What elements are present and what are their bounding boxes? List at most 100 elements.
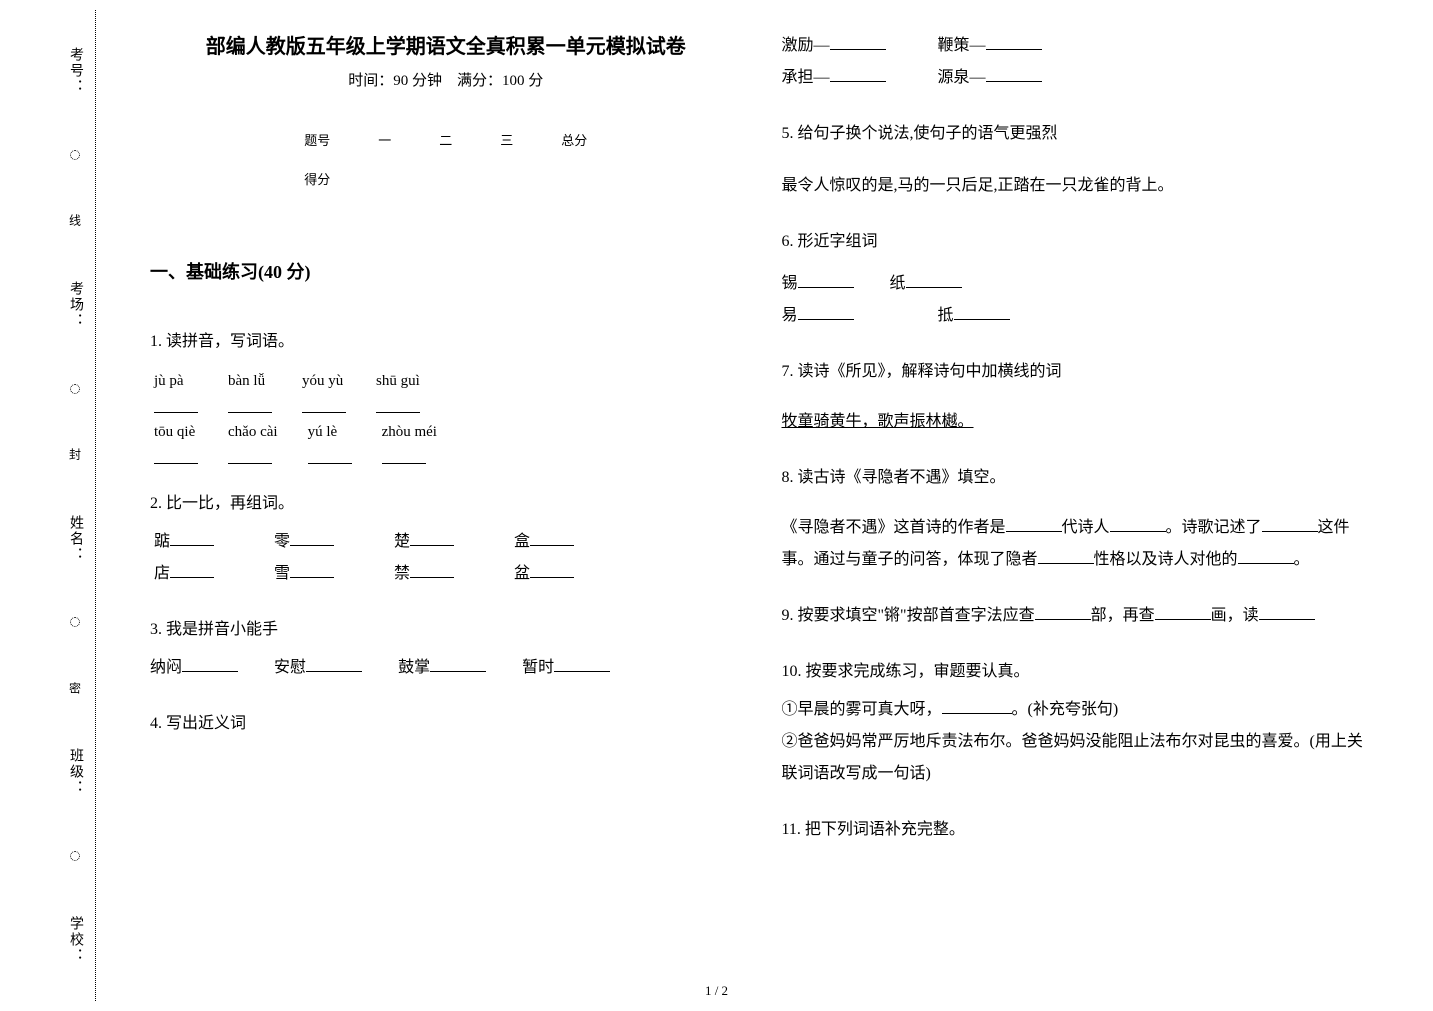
pinyin-text: tōu qiè: [154, 417, 195, 447]
word: 源泉—: [938, 69, 986, 86]
answer-blank: [1110, 516, 1166, 532]
text-fragment: 性格以及诗人对他的: [1094, 551, 1238, 568]
answer-blank: [154, 449, 198, 464]
pair-row: 踮 店 零 雪 楚 禁 盒 盆: [154, 526, 742, 590]
score-header: 题号: [280, 120, 354, 159]
pinyin-cell: yóu yù: [302, 366, 346, 413]
text-fragment: 代诗人: [1062, 519, 1110, 536]
question-line: ②爸爸妈妈常严厉地斥责法布尔。爸爸妈妈没能阻止法布尔对昆虫的喜爱。(用上关联词语…: [782, 726, 1374, 790]
pinyin-text: jù pà: [154, 366, 184, 396]
answer-blank: [290, 562, 334, 578]
answer-blank: [382, 449, 426, 464]
char-pair: 零 雪: [274, 526, 334, 590]
pinyin-cell: shū guì: [376, 366, 420, 413]
question-stem: 7. 读诗《所见》，解释诗句中加横线的词: [782, 356, 1374, 388]
answer-blank: [1259, 604, 1315, 620]
pinyin-text: shū guì: [376, 366, 420, 396]
answer-blank: [954, 304, 1010, 320]
pinyin-text: chǎo cài: [228, 417, 278, 447]
answer-blank: [830, 34, 886, 50]
fold-circle-icon: [70, 384, 80, 394]
question-6: 6. 形近字组词 锡 纸 易 抵: [782, 226, 1374, 332]
answer-blank: [530, 530, 574, 546]
binding-label: 考号：: [65, 47, 85, 95]
question-sentence: 最令人惊叹的是,马的一只后足,正踏在一只龙雀的背上。: [782, 170, 1374, 202]
score-header: 二: [415, 120, 476, 159]
answer-blank: [154, 398, 198, 413]
pinyin-cell: bàn lǚ: [228, 366, 272, 413]
text-fragment: 。: [1294, 551, 1310, 568]
answer-blank: [228, 449, 272, 464]
answer-blank: [798, 272, 854, 288]
exam-subtitle: 时间：90 分钟 满分：100 分: [150, 69, 742, 90]
score-cell: [415, 159, 476, 198]
answer-blank: [942, 698, 1012, 714]
fold-circle-icon: [70, 617, 80, 627]
char: 锡: [782, 275, 798, 292]
char: 零: [274, 533, 290, 550]
score-cell: [354, 159, 415, 198]
question-9: 9. 按要求填空"锵"按部首查字法应查部，再查画，读: [782, 600, 1374, 632]
answer-blank: [1035, 604, 1091, 620]
answer-blank: [182, 656, 238, 672]
binding-side-text: 线: [67, 214, 84, 226]
binding-label: 考场：: [65, 281, 85, 329]
text-fragment: 部，再查: [1091, 607, 1155, 624]
question-3: 3. 我是拼音小能手 纳闷 安慰 鼓掌 暂时: [150, 614, 742, 684]
word: 暂时: [522, 659, 554, 676]
answer-blank: [530, 562, 574, 578]
char: 盒: [514, 533, 530, 550]
answer-blank: [306, 656, 362, 672]
score-cell: [537, 159, 611, 198]
word: 承担—: [782, 69, 830, 86]
question-2: 2. 比一比，再组词。 踮 店 零 雪 楚 禁 盒: [150, 488, 742, 590]
answer-blank: [798, 304, 854, 320]
answer-blank: [1155, 604, 1211, 620]
word: 纳闷: [150, 659, 182, 676]
question-stem: 3. 我是拼音小能手: [150, 614, 742, 646]
question-5: 5. 给句子换个说法,使句子的语气更强烈 最令人惊叹的是,马的一只后足,正踏在一…: [782, 118, 1374, 202]
content-area: 部编人教版五年级上学期语文全真积累一单元模拟试卷 时间：90 分钟 满分：100…: [100, 0, 1433, 1011]
pinyin-text: yóu yù: [302, 366, 343, 396]
question-4-body: 激励— 鞭策— 承担— 源泉—: [782, 30, 1374, 94]
answer-blank: [430, 656, 486, 672]
pinyin-text: yú lè: [308, 417, 338, 447]
char: 店: [154, 565, 170, 582]
poem-line: 牧童骑黄牛，歌声振林樾。: [782, 406, 1374, 438]
question-stem: 1. 读拼音，写词语。: [150, 326, 742, 358]
answer-blank: [830, 66, 886, 82]
binding-label: 姓名：: [65, 515, 85, 563]
question-stem: 4. 写出近义词: [150, 708, 742, 740]
pinyin-cell: tōu qiè: [154, 417, 198, 464]
answer-blank: [290, 530, 334, 546]
score-cell: [476, 159, 537, 198]
pinyin-cell: yú lè: [308, 417, 352, 464]
question-10: 10. 按要求完成练习，审题要认真。 ①早晨的雾可真大呀，。(补充夸张句) ②爸…: [782, 656, 1374, 790]
pinyin-cell: jù pà: [154, 366, 198, 413]
pinyin-cell: zhòu méi: [382, 417, 437, 464]
text-fragment: 。(补充夸张句): [1012, 701, 1119, 718]
char: 易: [782, 307, 798, 324]
binding-label: 班级：: [65, 748, 85, 796]
pinyin-cell: chǎo cài: [228, 417, 278, 464]
answer-blank: [986, 66, 1042, 82]
table-row: 题号 一 二 三 总分: [280, 120, 611, 159]
question-stem: 8. 读古诗《寻隐者不遇》填空。: [782, 462, 1374, 494]
char: 纸: [890, 275, 906, 292]
question-1: 1. 读拼音，写词语。 jù pà bàn lǚ yóu yù shū guì …: [150, 326, 742, 464]
binding-labels: 考号： 线 考场： 封 姓名： 密 班级： 学校：: [50, 20, 100, 991]
answer-blank: [228, 398, 272, 413]
question-4-stem: 4. 写出近义词: [150, 708, 742, 740]
left-column: 部编人教版五年级上学期语文全真积累一单元模拟试卷 时间：90 分钟 满分：100…: [130, 30, 762, 1001]
answer-blank: [1006, 516, 1062, 532]
text-fragment: 《寻隐者不遇》这首诗的作者是: [782, 519, 1006, 536]
answer-blank: [308, 449, 352, 464]
char: 踮: [154, 533, 170, 550]
text-fragment: 9. 按要求填空"锵"按部首查字法应查: [782, 607, 1035, 624]
answer-blank: [1262, 516, 1318, 532]
score-label: 得分: [280, 159, 354, 198]
table-row: 得分: [280, 159, 611, 198]
pinyin-text: bàn lǚ: [228, 366, 265, 396]
answer-blank: [554, 656, 610, 672]
binding-margin: 考号： 线 考场： 封 姓名： 密 班级： 学校：: [0, 0, 100, 1011]
